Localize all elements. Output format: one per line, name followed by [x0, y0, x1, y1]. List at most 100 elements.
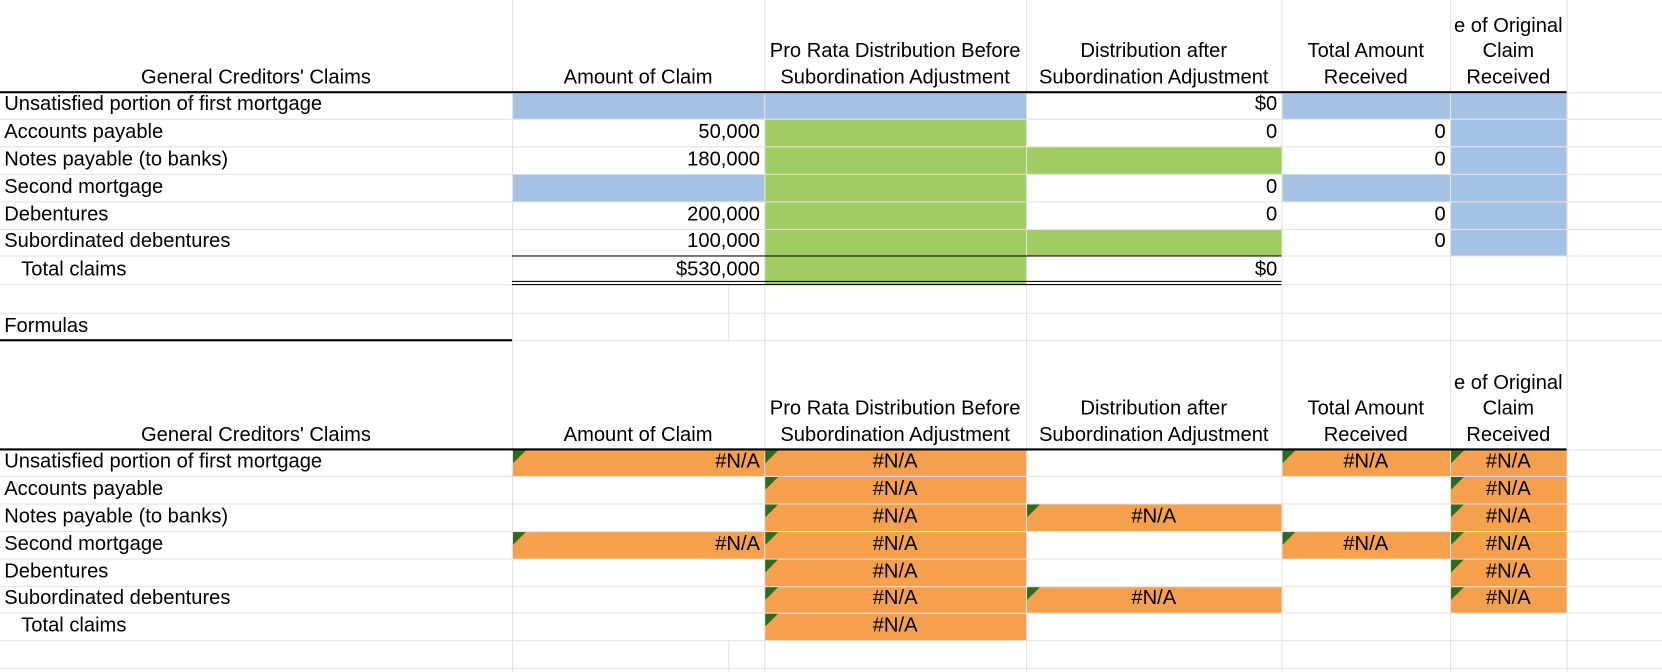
cell-value: #N/A	[1343, 533, 1389, 556]
cell-fill	[1282, 532, 1451, 559]
comment-marker	[765, 613, 779, 627]
cell-fill	[765, 202, 1027, 229]
cell-fill	[765, 147, 1027, 174]
cell-value: #N/A	[1343, 450, 1389, 473]
cell-fill	[1027, 587, 1282, 613]
cell-value: $0	[1254, 93, 1278, 116]
comment-marker	[1282, 450, 1296, 464]
header-text: General Creditors' Claims	[141, 66, 371, 89]
cell-value: #N/A	[872, 587, 918, 610]
grid-line	[728, 640, 730, 672]
cell-value: #N/A	[715, 450, 760, 473]
cell-value: #N/A	[715, 533, 760, 556]
header-text: Pro Rata Distribution Before Subordinati…	[769, 397, 1021, 446]
cell-value: $530,000	[675, 258, 760, 281]
cell-fill	[1451, 230, 1567, 256]
grid-line	[0, 667, 1662, 669]
comment-marker	[513, 450, 526, 464]
column-header: Total Amount Received	[1281, 0, 1450, 92]
grid-line	[1566, 0, 1568, 672]
cell-fill	[765, 532, 1027, 559]
cell-fill	[1451, 202, 1567, 229]
column-header: General Creditors' Claims	[0, 0, 512, 92]
cell-fill	[765, 559, 1027, 587]
grid-line	[728, 284, 730, 341]
header-text: e of Original Claim Received	[1454, 372, 1563, 446]
grid-line	[0, 228, 1662, 231]
cell-fill	[1282, 93, 1451, 119]
cell-value: #N/A	[872, 614, 918, 638]
cell-value: #N/A	[1485, 587, 1531, 610]
comment-marker	[1451, 504, 1464, 518]
cell-value: #N/A	[1485, 533, 1531, 556]
section-title: Formulas	[4, 314, 89, 338]
total-double-rule	[511, 280, 1282, 286]
comment-marker	[1027, 587, 1040, 600]
cell-value: #N/A	[872, 478, 918, 501]
header-text: Distribution after Subordination Adjustm…	[1038, 397, 1269, 446]
cell-value: #N/A	[872, 450, 918, 473]
comment-marker	[1451, 587, 1464, 600]
cell-fill	[1451, 93, 1567, 119]
grid-line	[0, 640, 1662, 642]
grid-line	[0, 475, 1662, 477]
cell-fill	[765, 256, 1027, 285]
grid-line	[0, 118, 1662, 120]
cell-fill	[1282, 450, 1451, 476]
cell-value: #N/A	[1485, 505, 1531, 528]
grid-line	[0, 173, 1662, 175]
cell-fill	[765, 174, 1027, 202]
title-underline	[0, 339, 512, 342]
header-text: e of Original Claim Received	[1454, 14, 1563, 89]
row-label: Accounts payable	[4, 120, 164, 144]
column-header: Pro Rata Distribution Before Subordinati…	[764, 340, 1026, 449]
row-label: Subordinated debentures	[4, 587, 231, 610]
row-label: Accounts payable	[4, 478, 164, 501]
cell-value: 0	[1434, 230, 1446, 253]
cell-fill	[765, 476, 1027, 504]
header-text: General Creditors' Claims	[141, 423, 371, 446]
grid-line	[1450, 0, 1452, 672]
comment-marker	[1282, 532, 1296, 545]
grid-line	[0, 312, 1662, 314]
cell-value: 180,000	[687, 148, 760, 171]
comment-marker	[1027, 504, 1040, 518]
grid-line	[0, 340, 1662, 342]
grid-line	[0, 558, 1662, 560]
header-text: Pro Rata Distribution Before Subordinati…	[769, 40, 1021, 89]
comment-marker	[765, 450, 779, 464]
cell-fill	[765, 613, 1027, 641]
cell-value: #N/A	[1485, 478, 1531, 501]
row-label: Unsatisfied portion of first mortgage	[4, 93, 323, 116]
column-header: Pro Rata Distribution Before Subordinati…	[764, 0, 1026, 92]
cell-value: 0	[1434, 203, 1446, 226]
grid-line	[1026, 0, 1028, 672]
cell-value: #N/A	[872, 560, 918, 583]
row-label: Notes payable (to banks)	[4, 148, 229, 171]
grid-line	[0, 146, 1662, 148]
cell-value: $0	[1254, 258, 1278, 281]
comment-marker	[765, 476, 779, 490]
cell-fill	[1451, 174, 1567, 202]
header-text: Amount of Claim	[563, 423, 713, 446]
column-header: e of Original Claim Received	[1450, 340, 1567, 449]
cell-value: 0	[1266, 175, 1278, 199]
row-label: Debentures	[4, 203, 109, 226]
cell-fill	[765, 93, 1027, 119]
cell-fill	[513, 532, 765, 559]
comment-marker	[1451, 559, 1464, 573]
row-label: Subordinated debentures	[4, 230, 231, 253]
cell-value: 100,000	[687, 230, 760, 253]
column-header: Distribution after Subordination Adjustm…	[1026, 340, 1281, 449]
cell-value: 0	[1266, 203, 1278, 226]
comment-marker	[1451, 476, 1464, 490]
cell-fill	[1451, 119, 1567, 147]
header-rule	[0, 91, 1567, 94]
cell-value: 0	[1434, 148, 1446, 171]
cell-fill	[513, 174, 765, 202]
cell-fill	[1451, 504, 1567, 532]
row-label: Second mortgage	[4, 175, 164, 199]
cell-fill	[1451, 587, 1567, 613]
